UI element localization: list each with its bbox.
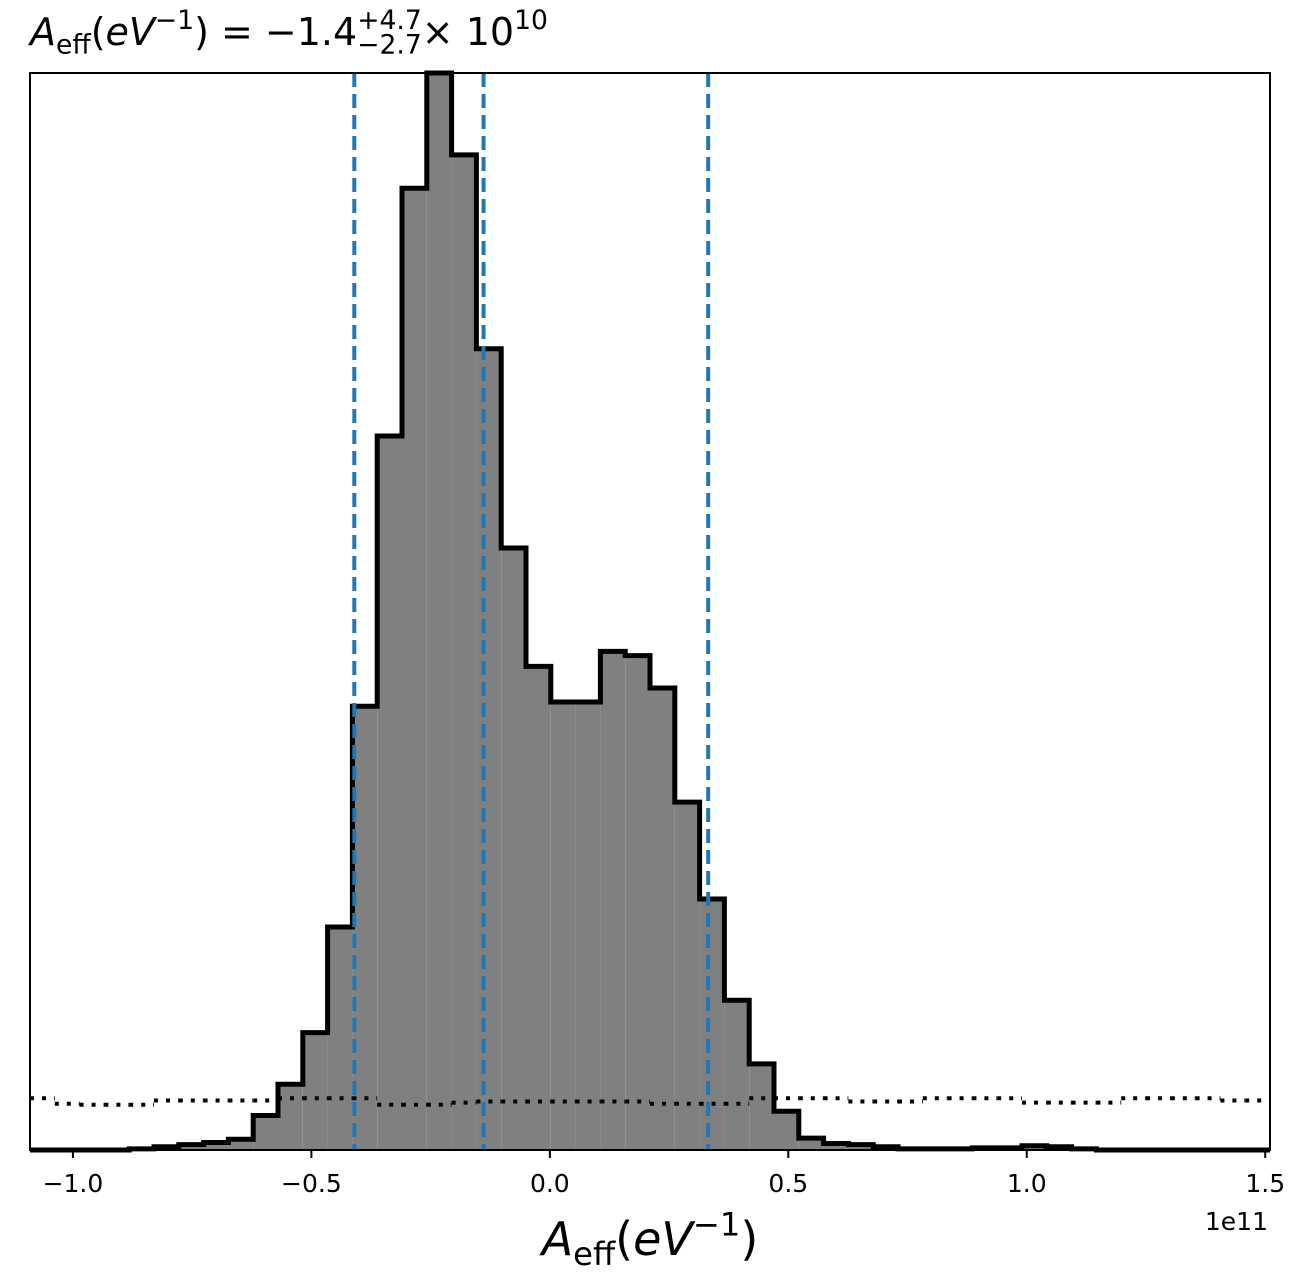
histogram-bar (203, 1142, 229, 1150)
x-tick-label: 0.5 (768, 1169, 808, 1198)
histogram-bar (377, 435, 402, 1151)
histogram-bar (798, 1138, 824, 1150)
x-tick-label: −1.0 (43, 1169, 104, 1198)
chart-title-part: × 10 (422, 10, 514, 54)
x-axis-label-part: −1 (693, 1206, 740, 1244)
histogram-bar (823, 1143, 849, 1150)
x-axis-label-part: ) (740, 1212, 758, 1266)
chart-title-part: ) = −1.4 (194, 10, 357, 54)
histogram-bar (327, 927, 353, 1150)
chart-title-part: eff (56, 29, 91, 60)
chart-title-part: +4.7 (357, 5, 422, 36)
histogram-bar (426, 73, 452, 1150)
histogram-bar (253, 1115, 278, 1150)
histogram-bar (650, 687, 675, 1150)
histogram-bar (352, 706, 378, 1150)
chart-title-part: A (27, 10, 56, 54)
histogram-bar (501, 547, 526, 1150)
x-tick-label: 1.5 (1245, 1169, 1285, 1198)
histogram-bar (451, 154, 477, 1151)
histogram-bar (699, 899, 725, 1150)
x-offset-label: 1e11 (1205, 1207, 1268, 1236)
x-axis-label-part: A (539, 1212, 573, 1266)
histogram-bar (724, 1000, 750, 1150)
histogram-bar (550, 701, 576, 1150)
x-tick-label: −0.5 (281, 1169, 342, 1198)
histogram-bar (228, 1139, 254, 1150)
chart-title-part: 10 (514, 5, 548, 36)
x-tick-label: 0.0 (530, 1169, 570, 1198)
chart-title-part: ( (91, 10, 106, 54)
histogram-bar (302, 1032, 328, 1150)
histogram-bar (625, 655, 650, 1150)
histogram-bar (178, 1144, 204, 1150)
plot-frame (29, 72, 1271, 1151)
x-axis-label-part: eV (633, 1212, 696, 1266)
chart-title-part: eV (106, 10, 158, 54)
histogram-bar (278, 1084, 303, 1150)
chart-title-part: −1 (155, 5, 194, 36)
histogram-bar (674, 802, 700, 1150)
x-axis-label-part: ( (615, 1212, 633, 1266)
x-tick-label: 1.0 (1007, 1169, 1047, 1198)
histogram-bar (526, 666, 551, 1150)
histogram-bar (600, 651, 626, 1150)
x-axis-label-part: eff (573, 1235, 616, 1273)
histogram-bar (476, 348, 502, 1150)
chart-title-part: −2.7 (357, 29, 422, 60)
histogram-bar (402, 188, 427, 1150)
histogram-bar (848, 1144, 874, 1150)
histogram-outline (30, 70, 1270, 1153)
histogram-bar (749, 1063, 774, 1150)
histogram-bar (774, 1111, 799, 1150)
histogram-bar (575, 701, 601, 1150)
